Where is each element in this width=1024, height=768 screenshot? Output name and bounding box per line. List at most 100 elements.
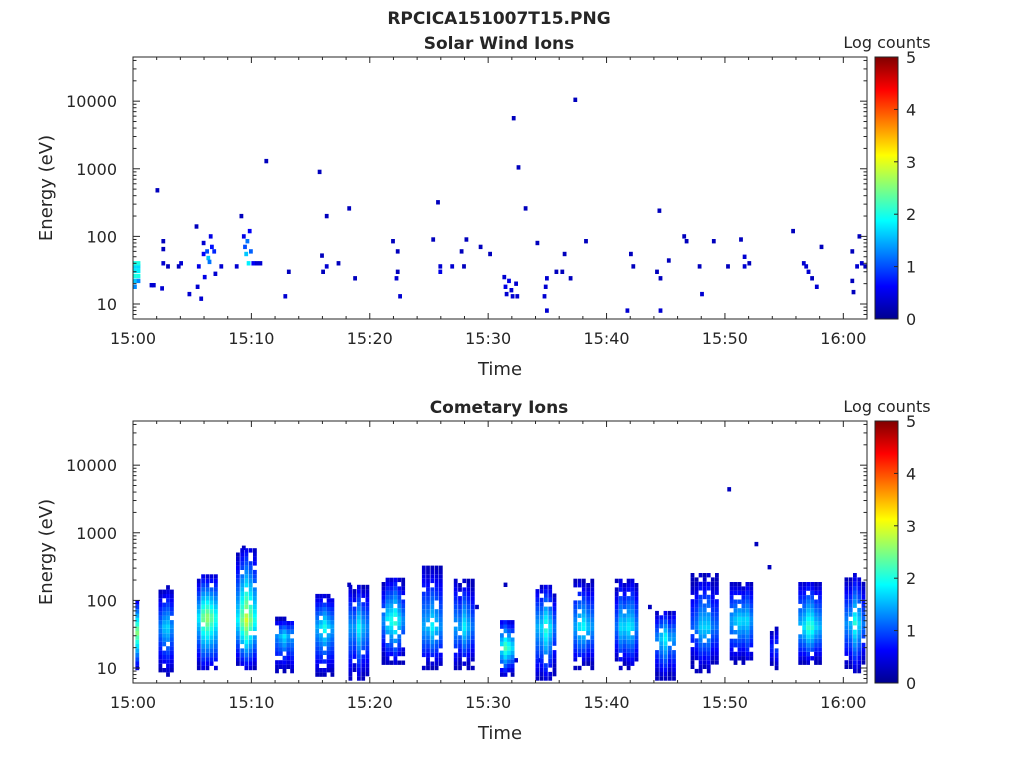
heatmap-cell [253,657,257,662]
heatmap-cell [630,600,635,605]
heatmap-cell [548,658,553,664]
heatmap-cell [162,607,167,612]
heatmap-cell [630,591,635,597]
heatmap-cell [196,609,201,614]
heatmap-cell [774,648,779,653]
heatmap-cell [393,660,398,665]
heatmap-cell [552,671,557,677]
heatmap-cell [244,635,249,640]
heatmap-cell [667,667,672,672]
heatmap-cell [698,599,703,604]
heatmap-cell [389,625,394,630]
heatmap-cell [622,639,627,645]
heatmap-cell [552,597,557,603]
heatmap-cell [278,621,283,626]
heatmap-cell [818,643,822,648]
heatmap-cell [802,616,807,622]
heatmap-cell [659,650,664,655]
heatmap-cell [458,609,462,614]
heatmap-cell [818,660,822,665]
heatmap-cell [500,633,504,638]
heatmap-cell [240,556,245,562]
heatmap-cell [315,641,320,647]
heatmap-cell [503,628,508,634]
heatmap-cell [241,545,246,550]
heatmap-cell [421,578,426,584]
heatmap-cell [694,625,699,630]
heatmap-cell [401,599,406,604]
heatmap-cell [581,661,586,666]
heatmap-cell [622,657,627,662]
heatmap-cell [205,596,210,601]
heatmap-cell [810,590,814,596]
heatmap-cell [590,578,595,584]
heatmap-cell [352,637,357,642]
heatmap-cell [385,586,390,591]
heatmap-cell [488,251,492,257]
heatmap-cell [715,612,719,617]
heatmap-cell [769,657,774,662]
heatmap-cell [395,269,400,274]
heatmap-cell [201,600,205,605]
heatmap-cell [209,661,214,666]
heatmap-cell [321,269,325,274]
heatmap-cell [166,637,170,642]
heatmap-cell [667,663,672,668]
heatmap-cell [622,604,627,610]
heatmap-cell [135,631,140,636]
heatmap-cell [196,648,201,653]
heatmap-cell [733,582,738,587]
heatmap-cell [133,273,137,279]
heatmap-cell [798,656,803,661]
heatmap-cell [240,617,245,623]
heatmap-cell [434,609,439,614]
heatmap-cell [206,255,211,261]
heatmap-cell [166,589,170,594]
heatmap-cell [573,665,578,671]
heatmap-cell [205,665,210,671]
heatmap-cell [618,622,623,627]
heatmap-cell [659,671,664,677]
heatmap-cell [426,648,430,653]
heatmap-cell [462,617,467,623]
heatmap-cell [694,642,699,648]
heatmap-cell [614,578,619,584]
heatmap-cell [421,626,426,631]
heatmap-cell [348,637,353,642]
heatmap-cell [462,652,467,658]
heatmap-cell [802,586,807,591]
heatmap-cell [861,612,866,617]
heatmap-cell [426,609,430,614]
heatmap-cell [634,596,639,601]
heatmap-cell [715,629,719,635]
heatmap-cell [737,590,742,596]
heatmap-cell [848,655,853,661]
heatmap-cell [322,628,327,634]
heatmap-cell [586,596,590,601]
heatmap-cell [802,582,807,587]
heatmap-cell [434,652,439,658]
heatmap-cell [421,574,426,579]
heatmap-cell [426,657,430,662]
heatmap-cell [434,587,439,592]
heatmap-cell [393,651,398,657]
heatmap-cell [539,619,544,624]
heatmap-cell [634,626,639,631]
heatmap-cell [286,638,291,643]
heatmap-cell [573,626,578,631]
heatmap-cell [458,587,462,592]
heatmap-cell [322,615,327,621]
heatmap-cell [749,595,754,600]
heatmap-cell [745,621,750,626]
heatmap-cell [539,654,544,659]
heatmap-cell [648,604,652,610]
heatmap-cell [205,617,210,623]
heatmap-cell [741,634,746,639]
heatmap-cell [853,647,857,652]
heatmap-cell [810,625,814,630]
heatmap-cell [248,648,253,653]
heatmap-cell [618,644,623,649]
heatmap-cell [136,273,141,279]
heatmap-cell [511,116,516,121]
figure-title: RPCICA151007T15.PNG [387,9,610,29]
